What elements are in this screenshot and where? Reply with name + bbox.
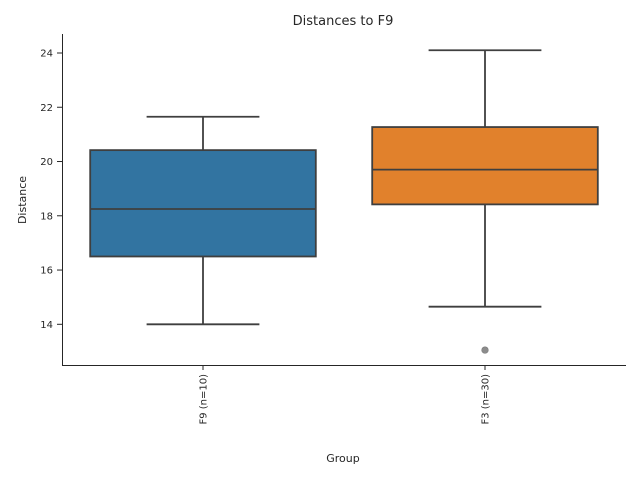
y-axis-label: Distance — [16, 176, 29, 224]
x-tick-label: F3 (n=30) — [481, 374, 492, 425]
x-axis-ticks: F9 (n=10) F3 (n=30) — [199, 365, 492, 425]
box-group — [89, 115, 317, 326]
box-iqr — [89, 149, 317, 258]
outlier-point — [481, 346, 489, 354]
y-tick-label: 16 — [40, 266, 53, 277]
y-axis-ticks: 14 16 18 20 22 24 — [40, 48, 62, 331]
x-tick-label: F9 (n=10) — [199, 374, 210, 425]
y-tick-label: 18 — [40, 211, 53, 222]
y-tick-label: 24 — [40, 48, 53, 59]
box-iqr — [371, 126, 599, 206]
x-axis-label: Group — [326, 452, 360, 465]
chart-title: Distances to F9 — [293, 14, 394, 29]
y-tick-label: 20 — [40, 157, 53, 168]
box-group — [371, 49, 599, 354]
plot-area — [89, 49, 599, 354]
y-tick-label: 22 — [40, 103, 53, 114]
y-tick-label: 14 — [40, 320, 53, 331]
